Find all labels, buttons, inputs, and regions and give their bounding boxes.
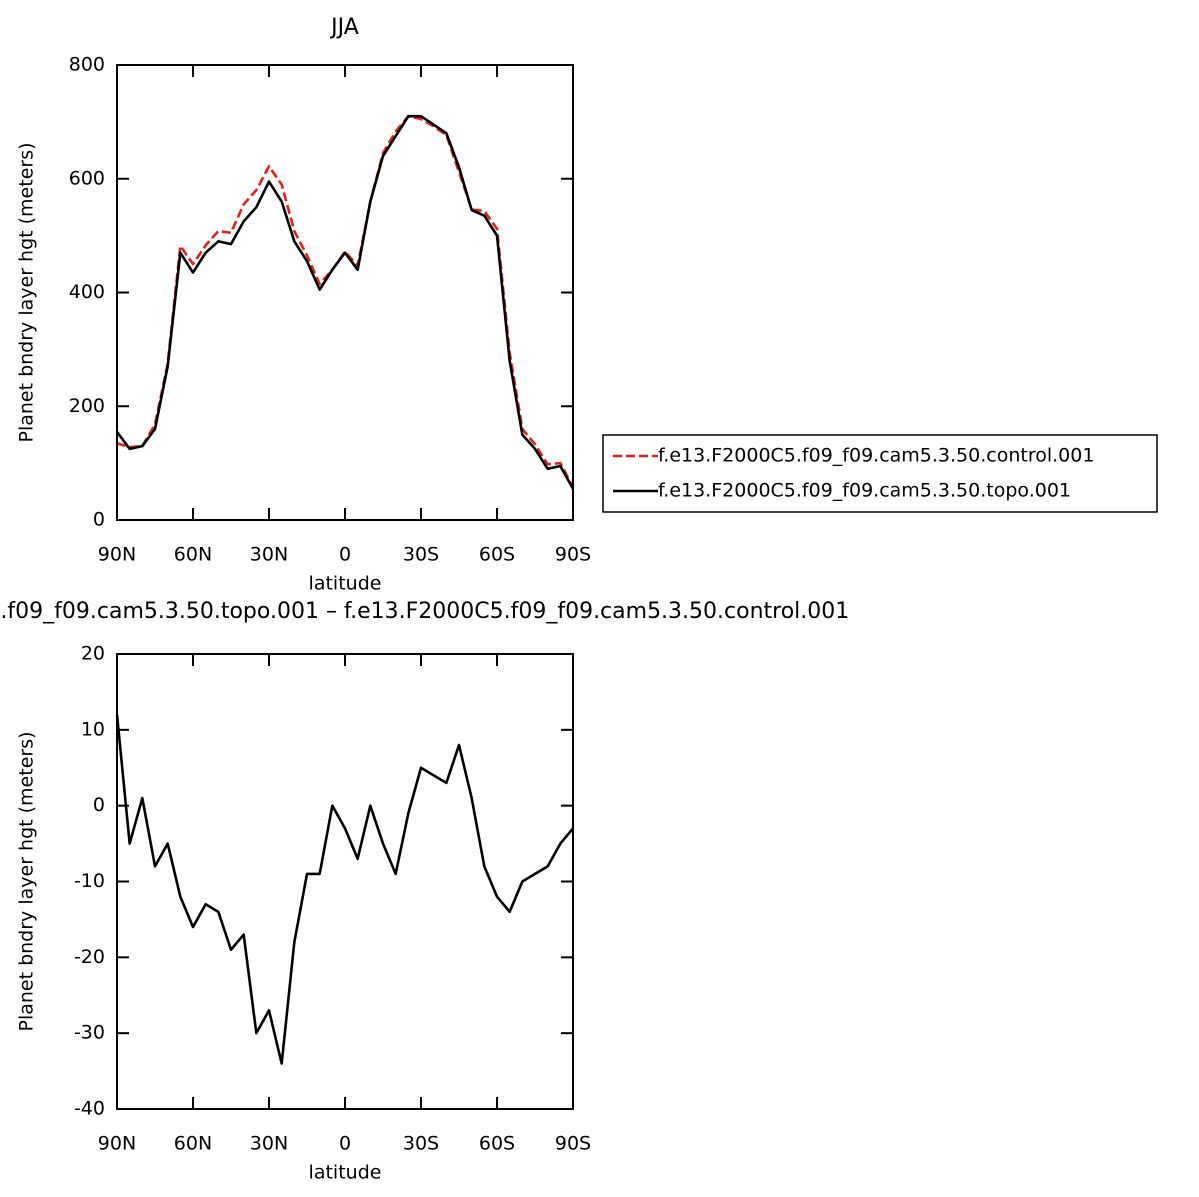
x-tick-label: 0: [339, 1133, 351, 1155]
y-tick-label: 400: [69, 281, 105, 303]
y-tick-label: -10: [74, 870, 105, 892]
y-tick-label: 0: [93, 509, 105, 531]
x-tick-label: 90S: [555, 1133, 591, 1155]
plot-frame: [116, 64, 574, 521]
x-tick-label: 90N: [98, 1133, 136, 1155]
y-tick-label: 200: [69, 395, 105, 417]
plot-frame: [116, 653, 574, 1110]
x-tick-label: 30S: [403, 544, 439, 566]
chart-title: f.e13.F2000C5.f09_f09.cam5.3.50.topo.001…: [0, 599, 849, 624]
y-tick-label: -30: [74, 1022, 105, 1044]
y-tick-label: -20: [74, 946, 105, 968]
y-tick-label: 800: [69, 54, 105, 76]
x-tick-label: 60S: [479, 1133, 515, 1155]
x-tick-label: 30N: [250, 1133, 288, 1155]
y-tick-label: 600: [69, 167, 105, 189]
legend-label: f.e13.F2000C5.f09_f09.cam5.3.50.topo.001: [658, 480, 1071, 502]
series-line: [115, 114, 575, 490]
y-tick-label: 0: [93, 794, 105, 816]
x-tick-label: 60S: [479, 544, 515, 566]
legend-label: f.e13.F2000C5.f09_f09.cam5.3.50.control.…: [658, 445, 1094, 467]
y-tick-label: -40: [74, 1098, 105, 1120]
y-tick-label: 10: [81, 718, 105, 740]
x-axis-label: latitude: [309, 573, 382, 595]
legend-box: [602, 434, 1158, 513]
x-tick-label: 30S: [403, 1133, 439, 1155]
y-tick-label: 20: [81, 643, 105, 665]
y-axis-label: Planet bndry layer hgt (meters): [16, 731, 38, 1031]
x-tick-label: 60N: [174, 1133, 212, 1155]
x-axis-label: latitude: [309, 1162, 382, 1184]
x-tick-label: 90S: [555, 544, 591, 566]
series-line: [115, 714, 574, 1065]
y-axis-label: Planet bndry layer hgt (meters): [16, 142, 38, 442]
x-tick-label: 30N: [250, 544, 288, 566]
chart-title: JJA: [329, 15, 359, 40]
series-line: [116, 114, 575, 488]
x-tick-label: 60N: [174, 544, 212, 566]
x-tick-label: 90N: [98, 544, 136, 566]
x-tick-label: 0: [339, 544, 351, 566]
